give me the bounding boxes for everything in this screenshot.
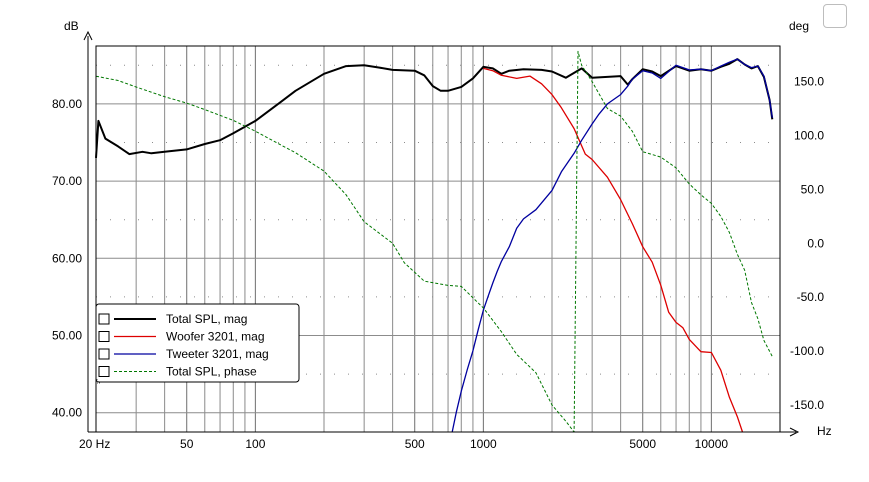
y-left-tick-label: 50.00 xyxy=(52,329,82,343)
legend-checkbox-2 xyxy=(98,331,110,342)
x-axis-label: Hz xyxy=(817,424,832,438)
series-line-2 xyxy=(483,67,744,433)
legend-checkbox-3 xyxy=(98,348,110,360)
legend-box xyxy=(95,303,300,383)
y-right-tick-label: -100.0 xyxy=(790,344,824,358)
x-tick-label: 500 xyxy=(405,437,425,451)
y-left-tick-label: 80.00 xyxy=(52,97,82,111)
legend-resize-icon xyxy=(96,379,101,384)
legend-checkbox-1 xyxy=(98,313,110,325)
x-axis-arrow-icon xyxy=(789,427,800,437)
x-tick-label: 1000 xyxy=(470,437,497,451)
y-right-tick-label: 150.0 xyxy=(794,75,824,89)
y-right-tick-label: -150.0 xyxy=(790,398,824,412)
axes: dB deg Hz 40.00 50.00 60.00 70.00 80.00 -150.0 -1… xyxy=(52,19,832,451)
series-layer xyxy=(95,50,774,433)
x-tick-label: 10000 xyxy=(695,437,729,451)
legend-label-4: Total SPL, phase xyxy=(166,365,257,379)
grid xyxy=(96,46,780,432)
corner-checkbox[interactable] xyxy=(823,4,847,28)
series-line-3 xyxy=(451,58,773,433)
y-right-tick-label: 0.0 xyxy=(807,236,824,250)
y-left-tick-label: 40.00 xyxy=(52,406,82,420)
series-line-4 xyxy=(95,50,773,433)
y-right-tick-label: 50.0 xyxy=(801,182,825,196)
y-axis-right-label: deg xyxy=(789,19,809,33)
x-tick-label: 5000 xyxy=(629,437,656,451)
y-right-tick-label: 100.0 xyxy=(794,128,824,142)
x-tick-label: 100 xyxy=(245,437,265,451)
legend-label-3: Tweeter 3201, mag xyxy=(166,347,269,361)
legend: Total SPL, mag Woofer 3201, mag Tweeter 32… xyxy=(95,303,300,384)
legend-label-1: Total SPL, mag xyxy=(166,312,247,326)
y-left-tick-label: 60.00 xyxy=(52,251,82,265)
y-left-tick-label: 70.00 xyxy=(52,174,82,188)
x-tick-label: 20 Hz xyxy=(79,437,110,451)
y-axis-left-arrow-icon xyxy=(83,30,93,41)
y-axis-left-label: dB xyxy=(64,19,79,33)
y-right-tick-label: -50.0 xyxy=(797,290,825,304)
legend-label-2: Woofer 3201, mag xyxy=(166,330,265,344)
x-tick-label: 50 xyxy=(180,437,194,451)
legend-checkbox-4 xyxy=(98,366,110,377)
